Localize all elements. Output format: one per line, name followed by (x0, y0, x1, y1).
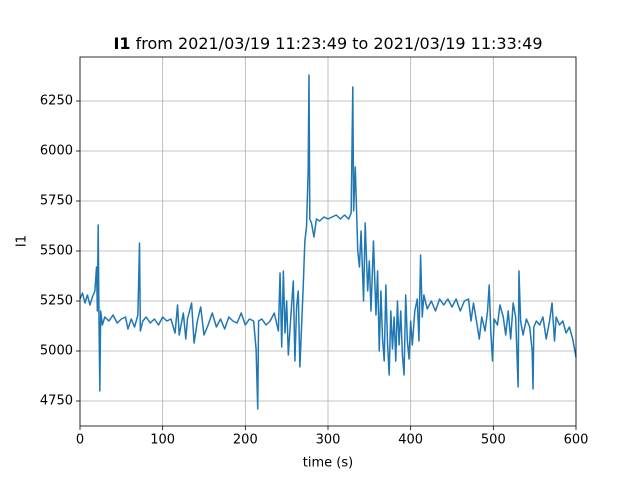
y-tick-label: 5000 (40, 344, 73, 359)
y-tick-label: 6000 (40, 144, 73, 159)
y-tick-label: 5250 (40, 294, 73, 309)
y-axis-label: I1 (15, 235, 30, 247)
x-tick-label: 100 (150, 433, 175, 448)
y-tick-label: 4750 (40, 394, 73, 409)
x-tick-label: 200 (233, 433, 258, 448)
x-tick-label: 400 (398, 433, 423, 448)
y-tick-label: 5500 (40, 244, 73, 259)
title-variable: I1 (113, 34, 130, 53)
x-tick-label: 0 (76, 433, 84, 448)
x-tick-label: 300 (316, 433, 341, 448)
x-axis-label: time (s) (303, 456, 353, 471)
x-tick-label: 500 (481, 433, 506, 448)
y-tick-label: 5750 (40, 194, 73, 209)
plot-frame (79, 56, 577, 427)
title-range: from 2021/03/19 11:23:49 to 2021/03/19 1… (136, 34, 543, 53)
x-tick-label: 600 (564, 433, 589, 448)
chart-title: I1 from 2021/03/19 11:23:49 to 2021/03/1… (113, 34, 542, 53)
data-line (79, 74, 577, 410)
y-tick-label: 6250 (40, 94, 73, 109)
